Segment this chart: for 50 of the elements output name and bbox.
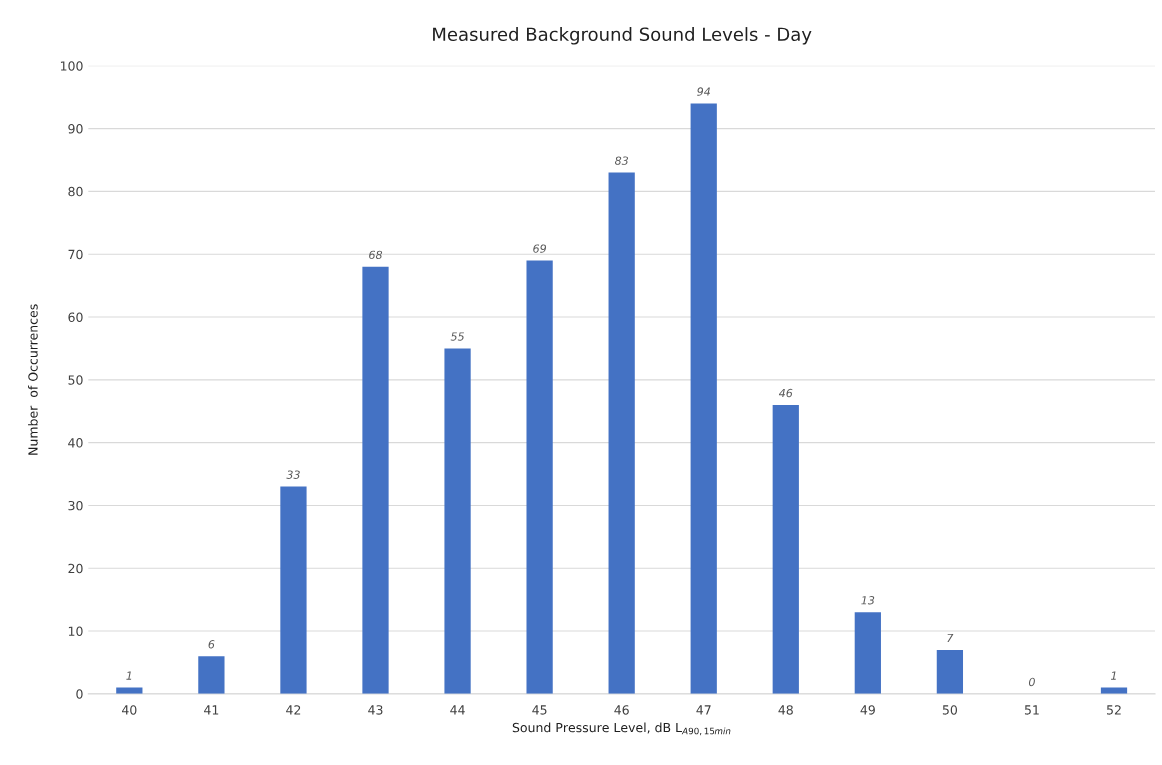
data-label: 46 [778, 388, 793, 398]
data-label: 7 [947, 633, 954, 643]
y-tick-label: 80 [68, 186, 83, 197]
y-tick-label: 40 [68, 438, 83, 448]
y-tick-label: 50 [68, 375, 83, 385]
data-label: 68 [369, 250, 383, 260]
y-tick-label: 10 [68, 626, 83, 636]
bar [690, 103, 717, 694]
y-tick-label: 70 [68, 249, 83, 260]
x-axis-title: Sound Pressure Level, dB L$_{A90,15min}$ [512, 722, 731, 736]
data-label: 94 [697, 87, 710, 96]
x-tick-label: 51 [1024, 705, 1039, 715]
bar [608, 172, 635, 694]
y-axis-title: Number of Occurrences [28, 304, 38, 455]
bar [198, 656, 225, 694]
x-tick-label: 45 [532, 705, 547, 715]
bar [444, 348, 471, 694]
bar [772, 404, 799, 694]
x-tick-label: 43 [368, 705, 383, 715]
y-tick-label: 30 [68, 500, 83, 511]
data-label: 33 [286, 470, 300, 479]
data-label: 13 [861, 596, 875, 605]
x-tick-label: 49 [860, 705, 875, 715]
y-tick-label: 20 [68, 563, 83, 574]
x-tick-label: 44 [450, 705, 465, 715]
y-tick-label: 0 [76, 689, 83, 699]
chart-title: Measured Background Sound Levels - Day [433, 27, 812, 45]
bar [936, 649, 964, 694]
y-tick-label: 90 [68, 124, 83, 134]
y-tick-label: 100 [60, 61, 83, 71]
x-tick-label: 41 [204, 705, 219, 715]
bar [362, 266, 389, 694]
x-tick-label: 40 [122, 705, 137, 715]
data-label: 69 [533, 244, 546, 253]
x-tick-label: 42 [286, 705, 301, 715]
x-tick-label: 47 [696, 705, 711, 715]
x-tick-label: 50 [942, 705, 958, 715]
data-label: 0 [1028, 677, 1035, 687]
x-tick-label: 48 [778, 705, 793, 715]
bar [854, 612, 881, 694]
data-label: 1 [126, 671, 132, 680]
data-label: 55 [450, 332, 465, 341]
x-tick-label: 46 [614, 705, 629, 715]
x-tick-label: 52 [1107, 705, 1121, 715]
data-label: 1 [1111, 671, 1116, 680]
data-label: 6 [208, 640, 215, 649]
y-tick-label: 60 [68, 312, 83, 322]
bar [280, 486, 307, 694]
bar [526, 260, 553, 694]
data-label: 83 [614, 156, 629, 165]
